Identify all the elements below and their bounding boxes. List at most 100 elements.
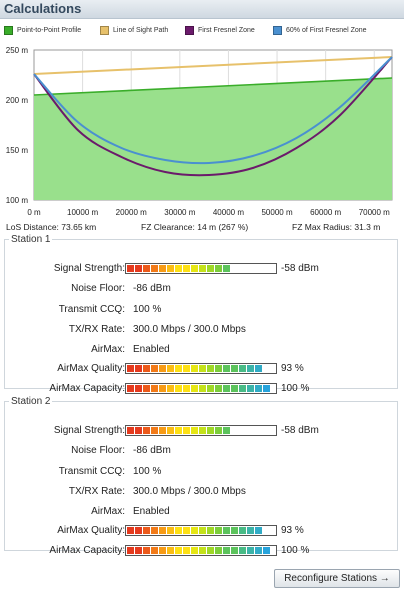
airmax-capacity-row: AirMax Capacity: 100 %: [5, 543, 397, 559]
meter-segment: [151, 527, 158, 534]
fresnel-60-line: [33, 56, 393, 165]
meter-segment: [159, 527, 166, 534]
meter-segment: [231, 547, 238, 554]
tx-rx-rate-value: 300.0 Mbps / 300.0 Mbps: [133, 324, 246, 335]
tx-rx-rate-label: TX/RX Rate:: [68, 486, 125, 497]
meter-segment: [263, 385, 270, 392]
airmax-value: Enabled: [133, 506, 170, 517]
signal-strength-meter: [125, 425, 277, 436]
meter-segment: [191, 427, 198, 434]
signal-strength-row: Signal Strength: -58 dBm: [5, 261, 397, 277]
meter-segment: [207, 385, 214, 392]
meter-segment: [143, 547, 150, 554]
noise-floor-value: -86 dBm: [133, 283, 171, 294]
legend-item-los: Line of Sight Path: [100, 26, 168, 35]
signal-strength-row: Signal Strength: -58 dBm: [5, 423, 397, 439]
airmax-capacity-label: AirMax Capacity:: [49, 383, 125, 394]
meter-segment: [207, 547, 214, 554]
meter-segment: [223, 365, 230, 372]
noise-floor-value: -86 dBm: [133, 445, 171, 456]
meter-segment: [199, 265, 206, 272]
x-tick-label: 10000 m: [67, 208, 98, 217]
meter-segment: [183, 365, 190, 372]
meter-segment: [231, 385, 238, 392]
signal-strength-value: -58 dBm: [281, 263, 319, 274]
legend-label: 60% of First Fresnel Zone: [286, 27, 367, 34]
y-tick-label: 100 m: [6, 196, 29, 205]
meter-segment: [223, 527, 230, 534]
meter-segment: [207, 265, 214, 272]
first-fresnel-zone-line: [33, 56, 393, 177]
meter-segment: [143, 527, 150, 534]
terrain-profile-line: [33, 77, 393, 96]
x-tick-label: 30000 m: [164, 208, 195, 217]
meter-segment: [159, 385, 166, 392]
legend-item-profile: Point-to-Point Profile: [4, 26, 81, 35]
meter-segment: [127, 385, 134, 392]
meter-segment: [239, 527, 246, 534]
meter-segment: [143, 265, 150, 272]
meter-segment: [127, 365, 134, 372]
meter-segment: [175, 527, 182, 534]
meter-segment: [135, 265, 142, 272]
meter-segment: [167, 265, 174, 272]
meter-segment: [167, 527, 174, 534]
airmax-capacity-label: AirMax Capacity:: [49, 545, 125, 556]
meter-segment: [255, 547, 262, 554]
meter-segment: [239, 365, 246, 372]
meter-segment: [159, 365, 166, 372]
station-title: Station 1: [11, 234, 51, 245]
airmax-capacity-value: 100 %: [281, 383, 310, 394]
legend-swatch: [273, 26, 282, 35]
station-2-panel: Station 2 Signal Strength: -58 dBm Noise…: [4, 396, 398, 556]
y-tick-label: 200 m: [6, 96, 29, 105]
transmit-ccq-label: Transmit CCQ:: [58, 304, 125, 315]
meter-segment: [191, 265, 198, 272]
meter-segment: [159, 427, 166, 434]
meter-segment: [191, 547, 198, 554]
meter-segment: [239, 547, 246, 554]
legend-swatch: [185, 26, 194, 35]
meter-segment: [263, 547, 270, 554]
airmax-quality-meter: [125, 363, 277, 374]
meter-segment: [135, 547, 142, 554]
x-tick-label: 50000 m: [261, 208, 292, 217]
meter-segment: [143, 365, 150, 372]
meter-segment: [175, 385, 182, 392]
line-of-sight-line: [33, 56, 393, 75]
airmax-value: Enabled: [133, 344, 170, 355]
meter-segment: [159, 547, 166, 554]
meter-segment: [143, 427, 150, 434]
x-tick-label: 20000 m: [116, 208, 147, 217]
meter-segment: [135, 385, 142, 392]
fz-max-radius: FZ Max Radius: 31.3 m: [292, 222, 381, 232]
meter-segment: [183, 427, 190, 434]
airmax-label: AirMax:: [91, 506, 125, 517]
airmax-capacity-meter: [125, 545, 277, 556]
meter-segment: [183, 527, 190, 534]
meter-segment: [215, 265, 222, 272]
meter-segment: [143, 385, 150, 392]
meter-segment: [215, 365, 222, 372]
transmit-ccq-value: 100 %: [133, 304, 162, 315]
x-tick-label: 0 m: [27, 208, 41, 217]
meter-segment: [167, 547, 174, 554]
airmax-row: AirMax: Enabled: [5, 504, 397, 520]
station-1-panel: Station 1 Signal Strength: -58 dBm Noise…: [4, 234, 398, 394]
reconfigure-stations-button[interactable]: Reconfigure Stations →: [274, 569, 400, 588]
meter-segment: [223, 265, 230, 272]
station-title: Station 2: [11, 396, 51, 407]
transmit-ccq-label: Transmit CCQ:: [58, 466, 125, 477]
airmax-capacity-meter: [125, 383, 277, 394]
meter-segment: [215, 385, 222, 392]
meter-segment: [127, 527, 134, 534]
meter-segment: [127, 547, 134, 554]
tx-rx-rate-value: 300.0 Mbps / 300.0 Mbps: [133, 486, 246, 497]
meter-segment: [199, 385, 206, 392]
meter-segment: [151, 385, 158, 392]
meter-segment: [151, 547, 158, 554]
meter-segment: [183, 265, 190, 272]
meter-segment: [199, 527, 206, 534]
meter-segment: [175, 547, 182, 554]
airmax-label: AirMax:: [91, 344, 125, 355]
